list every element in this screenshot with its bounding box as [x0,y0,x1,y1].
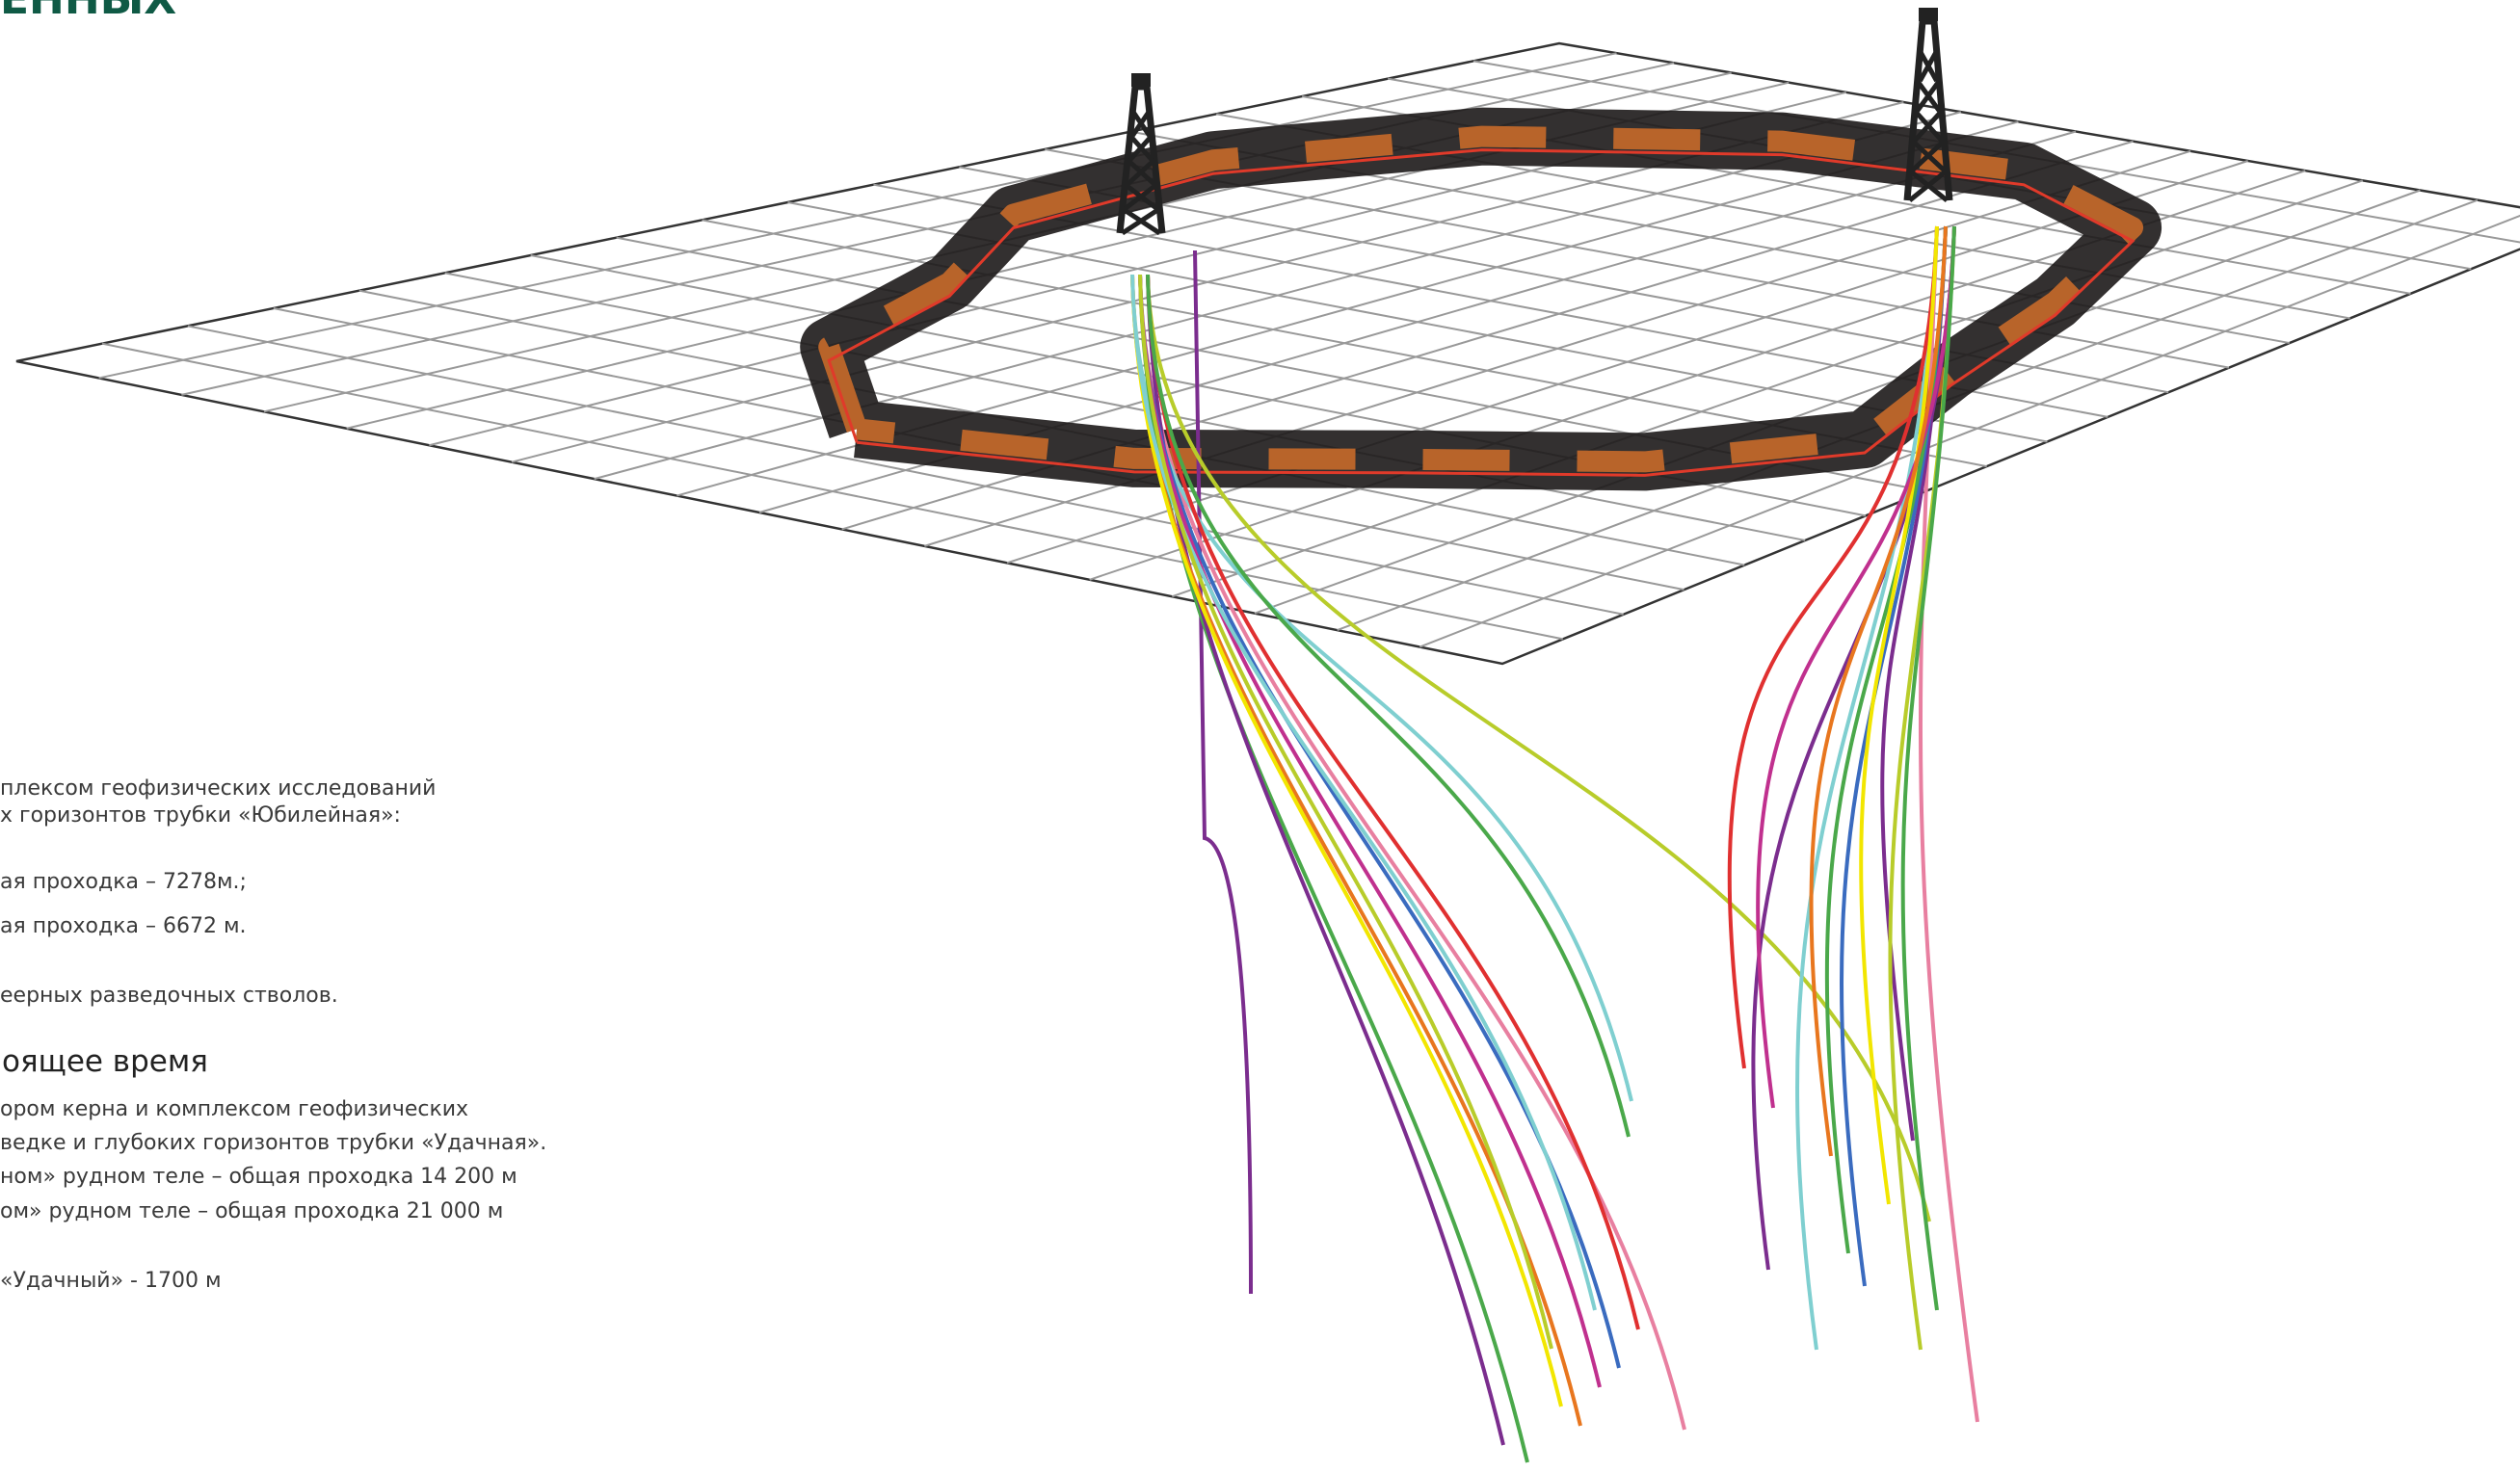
borehole [1859,225,1939,1205]
text-line: «Удачный» - 1700 м [0,1269,222,1293]
tower-strut [1130,109,1152,138]
tower-strut [1915,79,1942,113]
borehole [1130,274,1597,1311]
borehole [1146,274,1631,1138]
list-item: ая проходка – 6672 м. [0,914,247,938]
tower-strut [1918,49,1939,83]
borehole [1130,274,1563,1407]
borehole [1138,274,1553,1350]
tower-strut [1121,206,1161,236]
list-item: ая проходка – 7278м.; [0,870,247,894]
ore-body [818,125,2144,473]
borehole [1146,274,1640,1330]
borehole [1809,225,1948,1157]
borehole [1138,274,1686,1431]
tower-top [1131,73,1151,87]
text-line: ором керна и комплексом геофизических [0,1097,468,1121]
borehole [1138,274,1602,1388]
tower-strut [1908,169,1949,202]
grid-line [1254,189,2421,615]
drill-tower [1903,8,1953,202]
text-line: ом» рудном теле – общая проходка 21 000 … [0,1199,503,1223]
borehole [1193,250,1253,1295]
text-line: плексом геофизических исследований [0,776,436,801]
borehole [1900,225,1956,1311]
tower-strut [1910,139,1947,172]
text-line: ведке и глубоких горизонтов трубки «Удач… [0,1131,546,1155]
illustration [15,8,2520,1463]
text-line: еерных разведочных стволов. [0,984,338,1008]
contour [827,148,2135,477]
section-heading: оящее время [2,1044,208,1079]
tower-strut [1127,133,1154,162]
borehole [1795,225,1939,1351]
tower-strut [1126,158,1156,187]
tower-strut [1123,182,1159,211]
borehole [1727,225,1939,1069]
text-line: х горизонтов трубки «Юбилейная»: [0,803,401,828]
tower-strut [1913,109,1944,143]
slide-title: ЕННЫХ [0,0,176,24]
grid-line [1419,214,2520,648]
borehole [1756,225,1956,1109]
text-line: ном» рудном теле – общая проходка 14 200… [0,1165,517,1189]
drill-tower [1116,73,1166,236]
tower-top [1919,8,1938,21]
